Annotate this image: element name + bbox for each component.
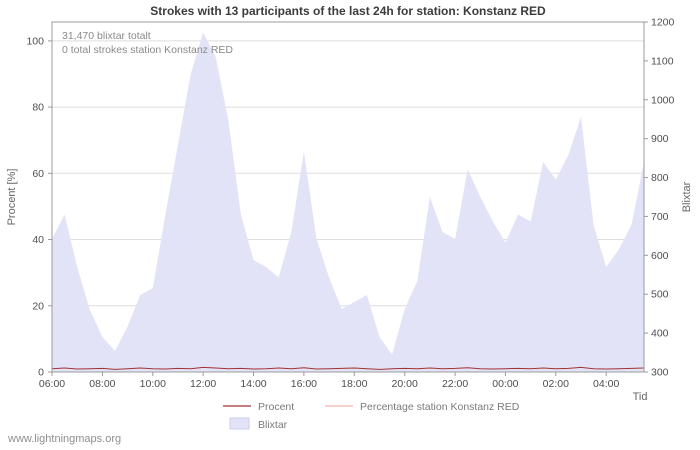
plot-frame xyxy=(51,21,645,373)
x-tick-label: 22:00 xyxy=(442,378,468,390)
y-left-tick-label: 40 xyxy=(32,234,44,246)
series-layer xyxy=(51,32,645,373)
y-right-tick-label: 800 xyxy=(651,172,669,184)
x-tick-label: 08:00 xyxy=(89,378,115,390)
x-tick-label: 02:00 xyxy=(543,378,569,390)
legend-procent-label: Procent xyxy=(258,401,294,413)
y-right-tick-label: 600 xyxy=(651,250,669,262)
legend-station-label: Percentage station Konstanz RED xyxy=(360,401,520,413)
annotation-total-strokes: 31,470 blixtar totalt xyxy=(62,30,151,42)
axis-ticks-layer: 0 20 40 60 80 100 300 400 500 600 700 800 900 1000 110… xyxy=(26,17,674,391)
x-tick-label: 00:00 xyxy=(492,378,518,390)
y-right-tick-label: 300 xyxy=(651,367,669,379)
chart-title: Strokes with 13 participants of the last… xyxy=(150,4,546,18)
x-tick-label: 20:00 xyxy=(392,378,418,390)
x-axis-label: Tid xyxy=(633,391,648,403)
x-tick-label: 04:00 xyxy=(593,378,619,390)
y-left-tick-label: 60 xyxy=(32,168,44,180)
y-right-tick-label: 1000 xyxy=(651,94,675,106)
y-left-tick-label: 0 xyxy=(38,367,44,379)
x-tick-label: 12:00 xyxy=(190,378,216,390)
watermark-link[interactable]: www.lightningmaps.org xyxy=(7,433,121,445)
y-right-tick-label: 900 xyxy=(651,133,669,145)
y-right-tick-label: 500 xyxy=(651,289,669,301)
y-left-tick-label: 20 xyxy=(32,300,44,312)
legend-blixtar-label: Blixtar xyxy=(258,419,288,431)
blixtar-area xyxy=(52,32,644,372)
x-tick-label: 06:00 xyxy=(39,378,65,390)
y-right-axis-label: Blixtar xyxy=(681,181,693,212)
x-tick-label: 16:00 xyxy=(291,378,317,390)
y-left-tick-label: 80 xyxy=(32,102,44,114)
y-right-tick-label: 1200 xyxy=(651,17,675,29)
x-tick-label: 10:00 xyxy=(140,378,166,390)
legend: Procent Percentage station Konstanz RED … xyxy=(223,401,520,431)
x-tick-label: 18:00 xyxy=(341,378,367,390)
annotation-station-strokes: 0 total strokes station Konstanz RED xyxy=(62,44,233,56)
y-left-tick-label: 100 xyxy=(26,35,44,47)
y-left-axis-label: Procent [%] xyxy=(6,169,18,226)
procent-line xyxy=(51,366,645,370)
y-right-tick-label: 700 xyxy=(651,211,669,223)
legend-blixtar-swatch xyxy=(229,417,250,430)
x-tick-label: 14:00 xyxy=(240,378,266,390)
y-right-tick-label: 400 xyxy=(651,328,669,340)
y-right-tick-label: 1100 xyxy=(651,55,674,67)
